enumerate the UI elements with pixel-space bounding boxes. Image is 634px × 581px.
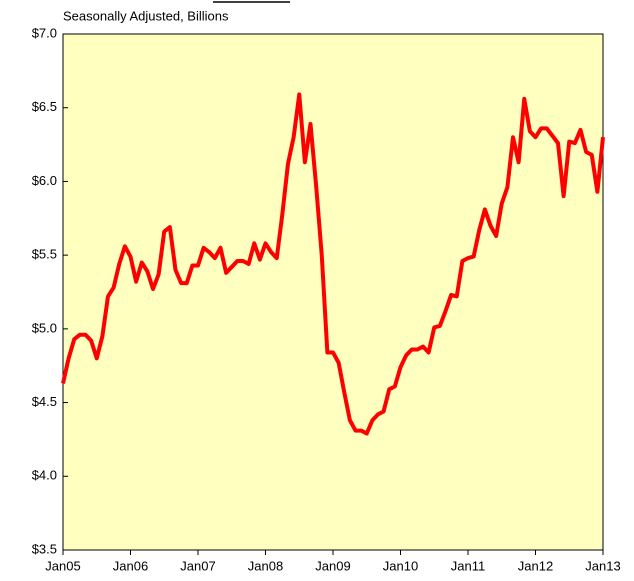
x-tick-label: Jan12 — [518, 558, 553, 573]
chart-subtitle: Seasonally Adjusted, Billions — [63, 8, 229, 23]
x-tick-label: Jan05 — [45, 558, 80, 573]
y-tick-label: $3.5 — [32, 541, 57, 556]
x-tick-label: Jan06 — [113, 558, 148, 573]
y-tick-label: $6.5 — [32, 99, 57, 114]
x-tick-label: Jan11 — [451, 558, 485, 573]
y-tick-label: $5.0 — [32, 320, 57, 335]
y-tick-label: $5.5 — [32, 247, 57, 262]
y-tick-label: $4.0 — [32, 468, 57, 483]
x-tick-label: Jan10 — [383, 558, 418, 573]
data-line — [61, 92, 605, 436]
y-tick-label: $4.5 — [32, 394, 57, 409]
x-tick-label: Jan08 — [248, 558, 283, 573]
x-tick-label: Jan09 — [315, 558, 350, 573]
y-tick-label: $6.0 — [32, 173, 57, 188]
x-tick-label: Jan07 — [180, 558, 215, 573]
x-tick-label: Jan13 — [585, 558, 620, 573]
y-tick-label: $7.0 — [32, 25, 57, 40]
